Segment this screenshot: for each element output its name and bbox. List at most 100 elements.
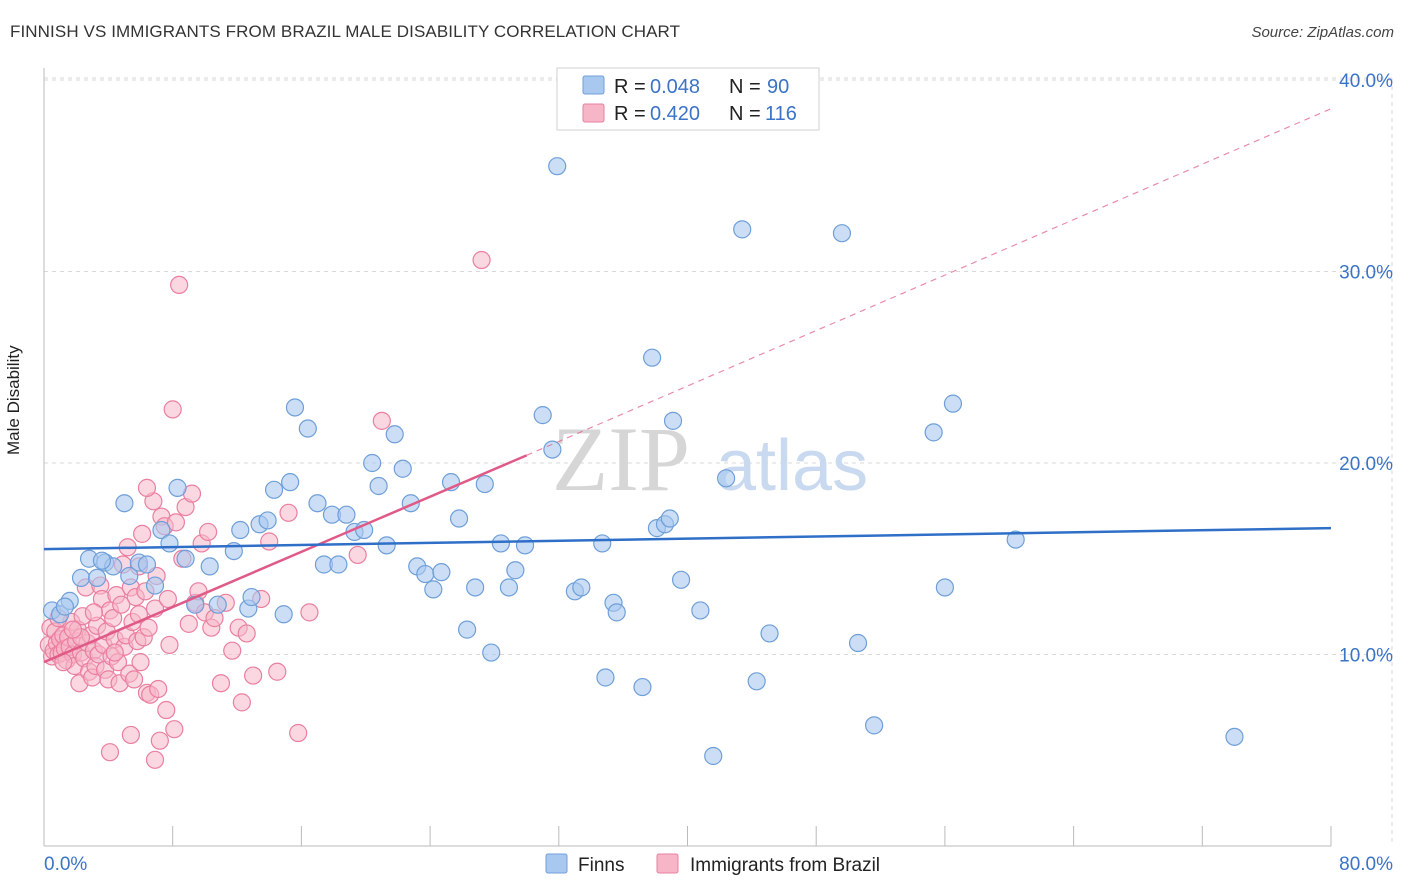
series-legend: Finns Immigrants from Brazil <box>545 853 880 876</box>
finns-point-19 <box>208 595 227 614</box>
brazil-point-72 <box>160 635 179 655</box>
finns-point-38 <box>363 453 382 473</box>
brazil-point-110 <box>84 603 103 622</box>
legend-n-value-finns: 90 <box>767 76 789 98</box>
watermark-atlas: atlas <box>716 426 868 506</box>
chart-title: FINNISH VS IMMIGRANTS FROM BRAZIL MALE D… <box>10 22 681 41</box>
brazil-point-99 <box>300 603 319 622</box>
finns-point-13 <box>152 520 171 540</box>
finns-point-85 <box>943 394 963 413</box>
finns-point-68 <box>643 348 662 367</box>
finns-point-45 <box>416 564 435 584</box>
finns-point-52 <box>475 474 494 494</box>
finns-point-23 <box>242 587 261 607</box>
finns-point-55 <box>499 578 519 597</box>
brazil-trend-extension <box>526 108 1332 456</box>
finns-point-27 <box>274 605 293 624</box>
finns-point-51 <box>466 578 485 597</box>
legend-r-label-brazil: R = <box>614 103 646 125</box>
finns-point-25 <box>258 511 277 530</box>
brazil-point-101 <box>372 411 391 430</box>
finns-point-67 <box>633 677 652 697</box>
finns-point-12 <box>145 576 165 595</box>
finns-point-3 <box>71 568 91 588</box>
finns-point-77 <box>733 220 752 239</box>
finns-point-75 <box>704 746 723 766</box>
brazil-point-104 <box>100 743 120 762</box>
brazil-point-89 <box>223 641 242 660</box>
brazil-point-98 <box>289 723 308 743</box>
finns-point-80 <box>832 224 852 243</box>
grid-lines <box>44 77 1393 846</box>
legend-r-value-brazil: 0.420 <box>650 103 700 125</box>
finns-point-87 <box>1225 727 1244 746</box>
finns-point-46 <box>424 580 443 599</box>
brazil-point-87 <box>211 674 231 693</box>
finns-point-71 <box>660 509 679 528</box>
finns-point-15 <box>168 478 187 497</box>
legend-swatch-brazil <box>582 103 605 123</box>
finns-point-40 <box>377 536 396 555</box>
finns-point-63 <box>593 534 612 553</box>
finns-point-56 <box>506 561 525 580</box>
y-tick-label-2: 30.0% <box>1339 263 1393 284</box>
x-tick-label-min: 0.0% <box>44 854 87 875</box>
legend-bottom-label-finns: Finns <box>578 855 624 876</box>
brazil-point-75 <box>170 275 189 295</box>
brazil-point-96 <box>268 662 287 681</box>
legend-swatch-finns <box>582 75 605 95</box>
finns-point-73 <box>671 570 691 589</box>
finns-point-79 <box>760 624 779 643</box>
x-tick-label-max: 80.0% <box>1339 854 1393 875</box>
finns-point-35 <box>337 505 356 524</box>
correlation-legend: R = 0.048 N = 90 R = 0.420 N = 116 <box>556 67 820 131</box>
brazil-point-84 <box>198 522 218 542</box>
legend-r-label-finns: R = <box>614 76 646 98</box>
brazil-point-93 <box>244 666 263 685</box>
finns-point-31 <box>308 494 327 513</box>
legend-bottom-label-brazil: Immigrants from Brazil <box>690 855 880 876</box>
y-tick-label-3: 40.0% <box>1339 71 1393 92</box>
brazil-points <box>39 250 491 769</box>
finns-point-26 <box>264 480 284 499</box>
finns-point-39 <box>369 476 388 496</box>
brazil-point-58 <box>133 524 152 543</box>
finns-point-62 <box>572 578 591 597</box>
finns-point-76 <box>717 469 736 488</box>
brazil-point-113 <box>105 643 124 662</box>
brazil-point-70 <box>157 700 176 720</box>
finns-point-5 <box>87 568 107 588</box>
legend-bottom-swatch-brazil <box>656 853 679 874</box>
finns-point-81 <box>848 633 868 653</box>
y-tick-label-0: 10.0% <box>1339 646 1393 667</box>
finns-point-88 <box>55 597 75 616</box>
finns-point-14 <box>160 534 179 553</box>
y-tick-label-1: 20.0% <box>1339 454 1393 475</box>
finns-point-86 <box>1006 530 1025 549</box>
finns-point-58 <box>533 406 552 425</box>
finns-point-49 <box>449 509 469 528</box>
finns-point-82 <box>865 716 884 735</box>
brazil-point-91 <box>232 693 251 712</box>
finns-point-84 <box>935 578 955 597</box>
finns-point-57 <box>515 536 535 555</box>
brazil-point-107 <box>165 720 184 739</box>
finns-point-29 <box>285 398 305 417</box>
legend-n-label-brazil: N = <box>729 103 761 125</box>
brazil-point-105 <box>145 750 165 769</box>
brazil-point-53 <box>124 670 144 689</box>
finns-point-34 <box>329 555 348 574</box>
finns-point-53 <box>482 643 501 662</box>
legend-n-label-finns: N = <box>729 76 761 98</box>
finns-trend-line <box>43 526 1332 551</box>
brazil-point-40 <box>104 609 123 628</box>
finns-point-72 <box>663 411 683 430</box>
brazil-point-102 <box>472 250 491 270</box>
finns-point-21 <box>231 520 250 540</box>
finns-point-59 <box>543 440 562 459</box>
brazil-point-45 <box>112 595 131 614</box>
finns-point-83 <box>924 423 943 442</box>
legend-r-value-finns: 0.048 <box>650 76 700 98</box>
brazil-point-74 <box>166 513 186 532</box>
